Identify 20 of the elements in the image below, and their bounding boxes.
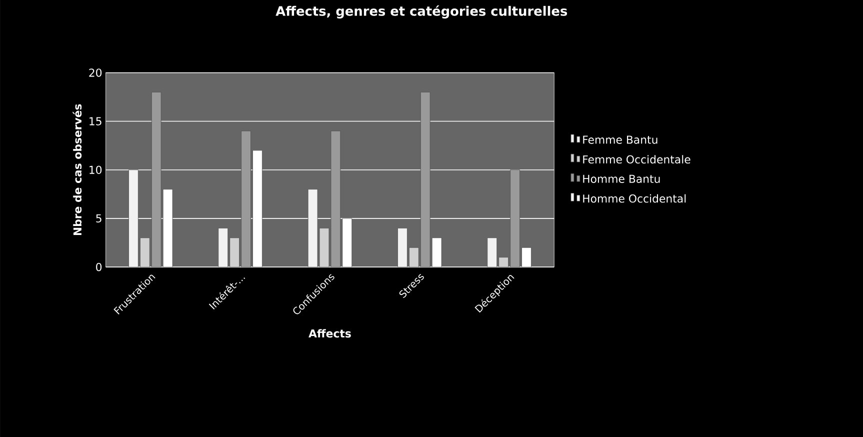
bar — [510, 169, 520, 267]
legend-label: Femme Occidentale — [583, 154, 690, 164]
bar — [151, 92, 162, 267]
y-axis-title: Nbre de cas observés — [72, 104, 82, 235]
x-axis-title: Affects — [308, 328, 351, 338]
legend-label: Homme Occidental — [583, 194, 686, 202]
legend-label: Femme Bantu — [583, 136, 658, 144]
bar — [398, 228, 408, 267]
chart-title: Affects, genres et catégories culturelles — [276, 5, 568, 18]
bar — [128, 169, 138, 267]
bar — [420, 92, 430, 267]
legend-label: Homme Bantu — [583, 174, 660, 183]
y-tick-label: 10 — [90, 166, 102, 174]
bar — [241, 130, 251, 267]
y-tick-label: 20 — [89, 68, 102, 77]
y-tick-label: 5 — [96, 214, 102, 222]
bar — [487, 237, 498, 267]
y-tick-label: 15 — [90, 117, 102, 126]
y-tick-label: 0 — [96, 262, 102, 271]
bar — [218, 228, 228, 267]
